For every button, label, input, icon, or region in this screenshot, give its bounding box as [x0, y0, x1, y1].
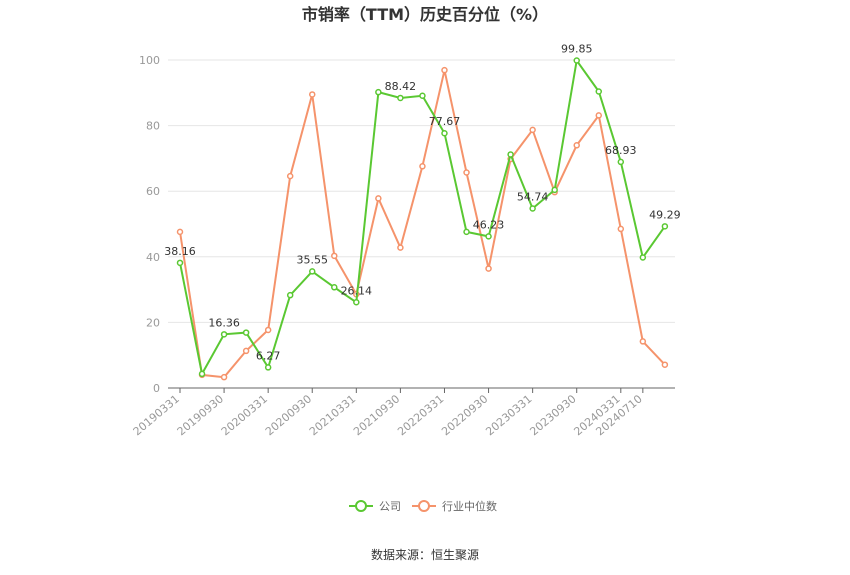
legend-label: 行业中位数: [442, 499, 497, 513]
series-group: [176, 57, 669, 381]
legend-label: 公司: [379, 500, 401, 513]
legend-marker: [418, 500, 430, 512]
data-point: [463, 169, 470, 176]
x-tick-label: 20190930: [175, 392, 226, 438]
data-point: [485, 233, 492, 240]
data-point: [375, 195, 382, 202]
grid-lines: [168, 59, 675, 323]
data-point: [397, 94, 404, 102]
data-point: [176, 228, 184, 236]
data-point: [375, 88, 382, 96]
data-label: 26.14: [341, 284, 373, 297]
y-tick-label: 60: [146, 185, 160, 198]
data-point: [220, 331, 228, 338]
data-point: [308, 268, 316, 275]
data-point: [242, 347, 250, 355]
x-tick-label: 20200930: [263, 392, 314, 438]
data-point: [176, 259, 184, 267]
series-line-0: [179, 57, 666, 377]
x-tick-label: 20230930: [527, 392, 578, 438]
data-point: [595, 112, 603, 119]
x-tick-label: 20220930: [439, 392, 490, 438]
data-point: [617, 158, 625, 166]
data-point: [198, 370, 206, 378]
data-point: [639, 338, 647, 345]
data-label: 6.27: [256, 349, 281, 362]
y-tick-label: 80: [146, 120, 160, 133]
data-source: 数据来源：恒生聚源: [370, 548, 479, 562]
data-point: [573, 57, 580, 64]
data-point: [308, 91, 316, 98]
y-axis-ticks: 0 20 40 60 80 100: [139, 54, 160, 395]
x-tick-label: 20200331: [219, 392, 270, 438]
data-point: [397, 244, 404, 251]
data-point: [529, 126, 536, 134]
data-labels: 38.16 16.36 6.27 35.55 26.14 88.42 77.67 46.23 5…: [164, 42, 680, 362]
data-point: [485, 265, 492, 272]
data-label: 88.42: [385, 80, 417, 93]
data-point: [617, 225, 625, 233]
series-line-1: [179, 69, 666, 379]
legend-item-1[interactable]: 行业中位数: [412, 499, 497, 513]
legend-marker: [355, 500, 367, 512]
data-point: [529, 205, 536, 212]
legend-item-0[interactable]: 公司: [349, 500, 401, 513]
chart-title: 市销率（TTM）历史百分位（%）: [302, 5, 548, 24]
y-tick-label: 100: [139, 54, 160, 67]
data-point: [463, 228, 470, 236]
data-point: [441, 129, 448, 137]
y-tick-label: 0: [153, 382, 160, 395]
data-point: [419, 92, 426, 100]
x-tick-label: 20220331: [395, 392, 446, 438]
legend[interactable]: 公司 行业中位数: [349, 499, 497, 513]
data-point: [441, 66, 448, 74]
data-point: [551, 186, 558, 194]
data-point: [661, 361, 669, 368]
x-tick-label: 20230331: [483, 392, 534, 438]
data-label: 68.93: [605, 144, 637, 157]
data-point: [286, 291, 294, 299]
data-point: [353, 299, 360, 306]
data-label: 77.67: [429, 115, 461, 128]
data-label: 35.55: [296, 253, 328, 266]
data-point: [507, 151, 514, 158]
data-point: [573, 142, 580, 149]
y-tick-label: 40: [146, 251, 160, 264]
data-label: 49.29: [649, 208, 681, 221]
data-label: 38.16: [164, 245, 196, 258]
data-point: [595, 88, 603, 95]
data-point: [661, 223, 669, 230]
data-point: [639, 254, 647, 261]
x-tick-label: 20210331: [307, 392, 358, 438]
y-tick-label: 20: [146, 316, 160, 329]
data-label: 54.74: [517, 190, 549, 203]
data-point: [331, 284, 338, 291]
data-point: [242, 329, 250, 336]
data-label: 99.85: [561, 42, 593, 55]
data-point: [331, 252, 338, 260]
data-point: [264, 326, 272, 334]
data-point: [220, 373, 228, 381]
x-tick-label: 20190331: [131, 392, 182, 438]
data-label: 46.23: [473, 218, 505, 231]
data-point: [419, 163, 426, 170]
x-axis-ticks: 2019033120190930202003312020093020210331…: [131, 388, 645, 438]
x-tick-label: 20210930: [351, 392, 402, 438]
data-point: [264, 364, 272, 371]
data-label: 16.36: [208, 316, 240, 329]
data-point: [286, 172, 294, 180]
